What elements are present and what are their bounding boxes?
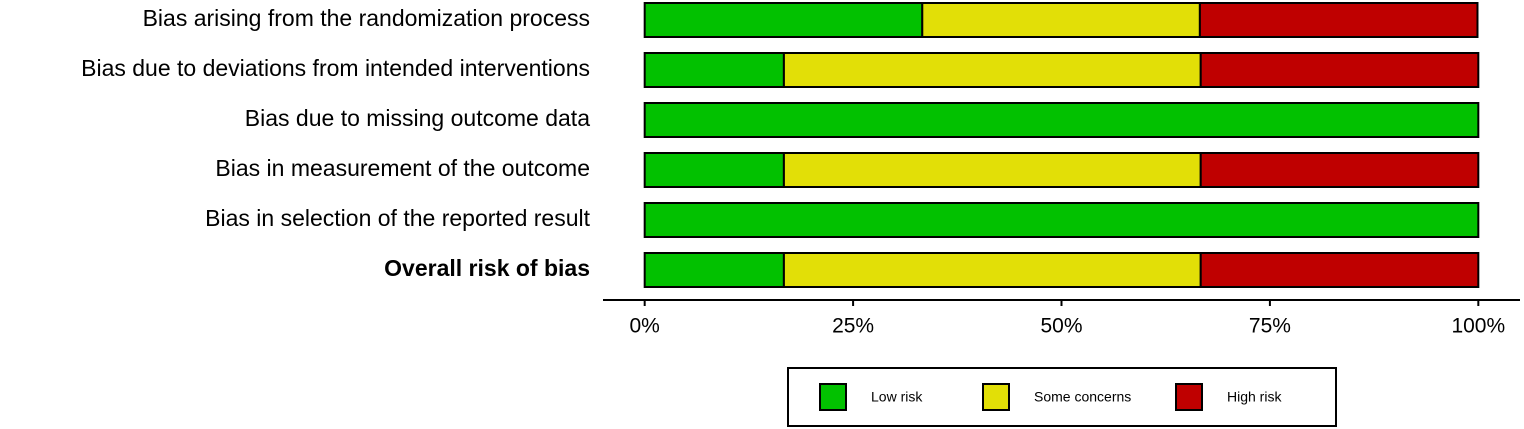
legend-swatch	[982, 383, 1010, 411]
y-tick-label: Bias in measurement of the outcome	[215, 155, 590, 181]
bar-segment	[782, 252, 1202, 288]
bar-segment	[643, 52, 785, 88]
legend-swatch	[1175, 383, 1203, 411]
bar-segment	[921, 2, 1201, 38]
x-tick-label: 50%	[1040, 315, 1082, 338]
legend-label: High risk	[1227, 389, 1282, 405]
x-tick-label: 25%	[832, 315, 874, 338]
bar-segment	[643, 152, 785, 188]
legend: Low risk Some concerns High risk	[787, 367, 1337, 427]
legend-box	[787, 367, 1337, 427]
x-tick-label: 0%	[630, 315, 660, 338]
bar-segment	[1199, 52, 1480, 88]
x-tick-label: 100%	[1451, 315, 1505, 338]
y-tick-label: Bias arising from the randomization proc…	[143, 5, 590, 31]
bar-segment	[643, 252, 785, 288]
bar-segment	[643, 102, 1480, 138]
legend-label: Some concerns	[1034, 389, 1131, 405]
bar-segment	[782, 52, 1202, 88]
y-tick-label: Overall risk of bias	[384, 255, 590, 281]
bar-segment	[1199, 252, 1480, 288]
y-tick-label: Bias in selection of the reported result	[205, 205, 590, 231]
bar-segment	[643, 202, 1480, 238]
y-tick-label: Bias due to deviations from intended int…	[81, 55, 590, 81]
bar-segment	[643, 2, 924, 38]
legend-label: Low risk	[871, 389, 923, 405]
bar-segment	[782, 152, 1202, 188]
x-tick-label: 75%	[1249, 315, 1291, 338]
bar-segment	[1199, 152, 1480, 188]
bar-segment	[1198, 2, 1479, 38]
legend-swatch	[819, 383, 847, 411]
y-tick-label: Bias due to missing outcome data	[245, 105, 590, 131]
